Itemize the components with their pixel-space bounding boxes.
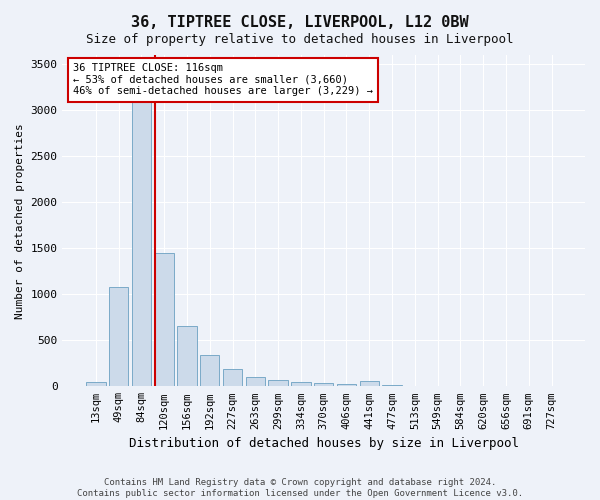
Bar xyxy=(359,381,379,386)
Bar xyxy=(382,384,402,386)
X-axis label: Distribution of detached houses by size in Liverpool: Distribution of detached houses by size … xyxy=(129,437,519,450)
Bar xyxy=(178,326,197,386)
Bar xyxy=(291,382,311,386)
Bar xyxy=(268,380,288,386)
Bar xyxy=(314,383,334,386)
Bar xyxy=(337,384,356,386)
Bar xyxy=(200,356,220,386)
Bar xyxy=(223,370,242,386)
Text: 36 TIPTREE CLOSE: 116sqm
← 53% of detached houses are smaller (3,660)
46% of sem: 36 TIPTREE CLOSE: 116sqm ← 53% of detach… xyxy=(73,64,373,96)
Text: 36, TIPTREE CLOSE, LIVERPOOL, L12 0BW: 36, TIPTREE CLOSE, LIVERPOOL, L12 0BW xyxy=(131,15,469,30)
Bar xyxy=(132,86,151,387)
Y-axis label: Number of detached properties: Number of detached properties xyxy=(15,123,25,318)
Text: Contains HM Land Registry data © Crown copyright and database right 2024.
Contai: Contains HM Land Registry data © Crown c… xyxy=(77,478,523,498)
Bar xyxy=(109,288,128,386)
Bar xyxy=(86,382,106,386)
Text: Size of property relative to detached houses in Liverpool: Size of property relative to detached ho… xyxy=(86,32,514,46)
Bar xyxy=(245,377,265,386)
Bar xyxy=(155,253,174,386)
